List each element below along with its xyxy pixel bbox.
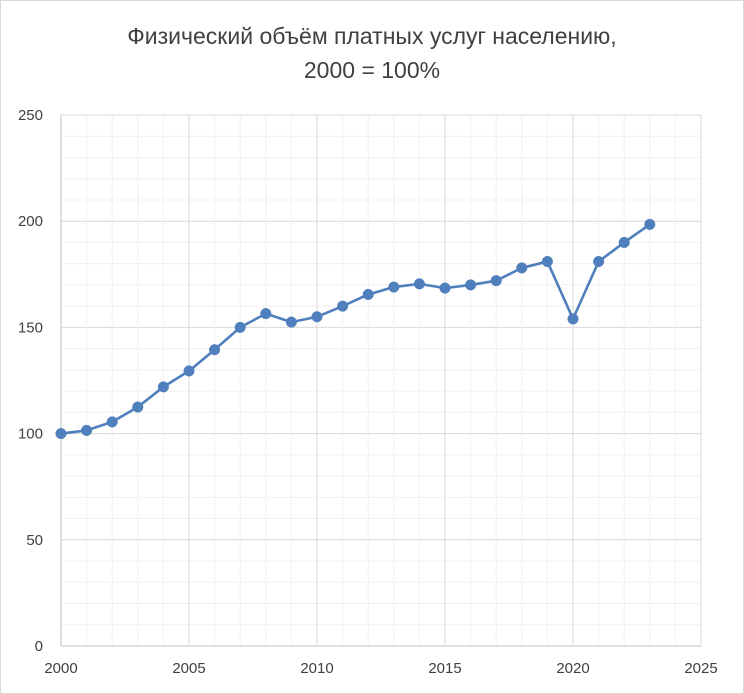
data-point xyxy=(260,308,272,320)
chart-title-block: Физический объём платных услуг населению… xyxy=(1,19,743,87)
data-point xyxy=(541,256,553,268)
data-point xyxy=(465,279,477,291)
chart-subtitle: 2000 = 100% xyxy=(303,57,441,83)
tick-labels: 0 50 100 150 200 250 2000 2005 2010 2015 2020 2025 xyxy=(18,107,718,677)
data-point xyxy=(209,344,221,356)
y-tick-label: 50 xyxy=(26,532,43,549)
data-point xyxy=(157,381,169,393)
y-tick-label: 250 xyxy=(18,107,43,124)
data-point xyxy=(439,282,451,294)
data-series xyxy=(55,218,656,440)
grid-lines xyxy=(60,114,702,647)
data-point xyxy=(593,256,605,268)
data-point xyxy=(285,316,297,328)
series-line xyxy=(60,223,651,435)
y-tick-label: 100 xyxy=(18,426,43,443)
y-tick-label: 200 xyxy=(18,213,43,230)
data-point xyxy=(234,321,246,333)
x-tick-label: 2015 xyxy=(428,660,461,677)
data-point xyxy=(311,311,323,323)
y-tick-label: 150 xyxy=(18,319,43,336)
data-point xyxy=(106,416,118,428)
data-point xyxy=(618,236,630,248)
data-point xyxy=(516,262,528,274)
data-point xyxy=(567,313,579,325)
data-point xyxy=(644,218,656,230)
data-point xyxy=(490,275,502,287)
x-tick-label: 2010 xyxy=(300,660,333,677)
data-point xyxy=(132,401,144,413)
x-tick-label: 2020 xyxy=(556,660,589,677)
axes xyxy=(60,115,701,647)
data-point xyxy=(81,424,93,436)
x-tick-label: 2005 xyxy=(172,660,205,677)
data-point xyxy=(55,428,67,440)
data-point xyxy=(337,300,349,312)
chart-title: Физический объём платных услуг населению… xyxy=(127,23,617,49)
y-tick-label: 0 xyxy=(35,638,43,655)
x-tick-label: 2025 xyxy=(684,660,717,677)
data-point xyxy=(362,288,374,301)
data-point xyxy=(388,281,400,293)
data-point xyxy=(413,278,425,290)
x-tick-label: 2000 xyxy=(44,660,77,677)
data-point xyxy=(183,365,195,377)
